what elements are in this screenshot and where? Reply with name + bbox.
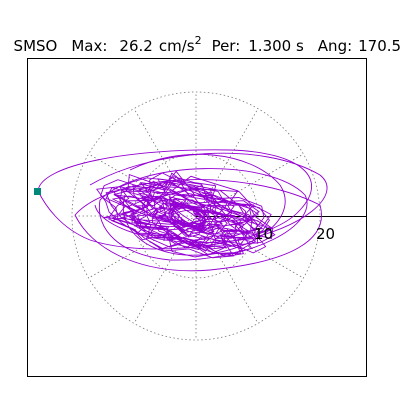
ring-label: 20 (316, 225, 335, 243)
motion-trace (38, 150, 327, 271)
ring-label: 10 (254, 225, 273, 243)
trace-endpoint-marker (34, 188, 41, 195)
ring-labels: 10 20 (254, 225, 335, 243)
